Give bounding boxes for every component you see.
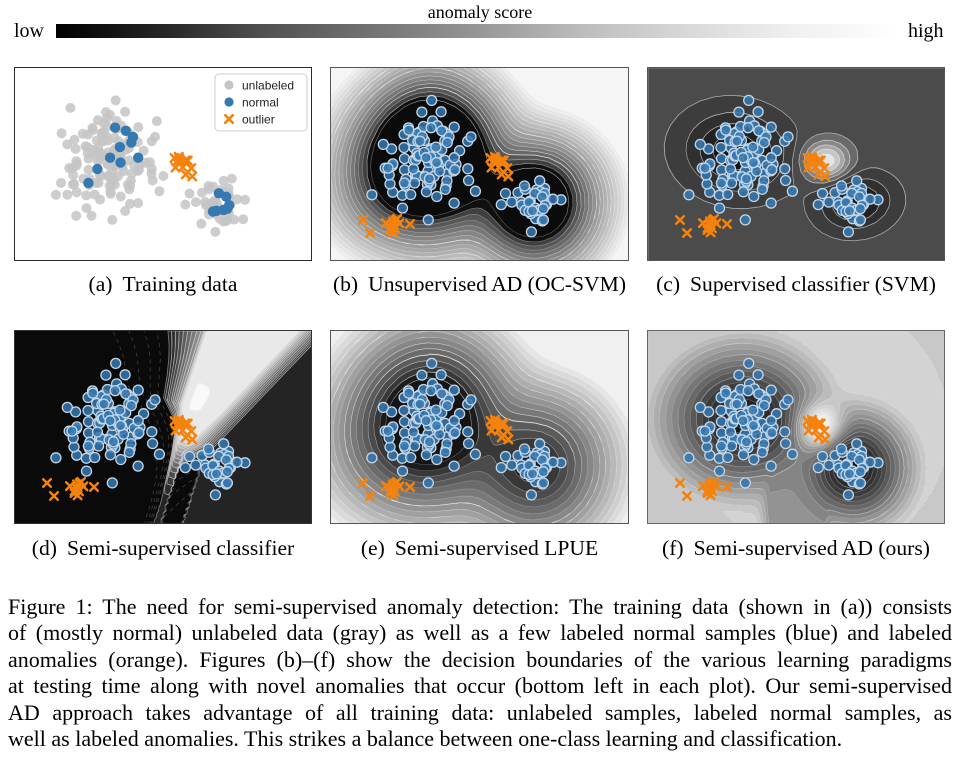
svg-text:unlabeled: unlabeled xyxy=(242,79,294,93)
svg-text:outlier: outlier xyxy=(242,113,275,127)
svg-text:normal: normal xyxy=(242,96,279,110)
